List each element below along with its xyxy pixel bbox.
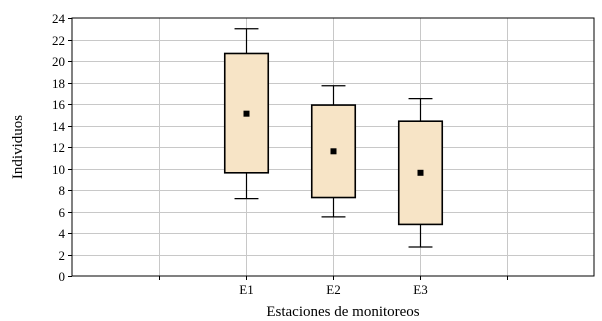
- y-tick-label: 14: [52, 119, 66, 134]
- y-tick-label: 20: [52, 54, 65, 69]
- box-e3: [397, 98, 444, 248]
- x-tick-label: E1: [239, 282, 253, 297]
- y-tick-label: 0: [59, 269, 66, 284]
- y-tick-label: 24: [52, 11, 66, 26]
- y-axis-title: Individuos: [10, 115, 26, 179]
- y-tick-label: 22: [52, 33, 65, 48]
- median-marker: [243, 110, 250, 117]
- x-axis: E1 E2 E3: [159, 276, 508, 297]
- y-tick-label: 16: [52, 97, 66, 112]
- x-tick-label: E2: [326, 282, 340, 297]
- y-tick-label: 6: [59, 205, 66, 220]
- y-tick-label: 10: [52, 162, 65, 177]
- y-tick-label: 18: [52, 76, 65, 91]
- box-e1: [223, 28, 270, 200]
- y-tick-label: 2: [59, 248, 66, 263]
- x-axis-title: Estaciones de monitoreos: [266, 304, 419, 320]
- box-e2: [310, 85, 357, 218]
- y-tick-label: 4: [59, 226, 66, 241]
- box-series: [223, 28, 444, 248]
- y-tick-label: 8: [59, 183, 66, 198]
- median-marker: [417, 169, 424, 176]
- x-tick-label: E3: [413, 282, 427, 297]
- median-marker: [330, 148, 337, 155]
- y-tick-label: 12: [52, 140, 65, 155]
